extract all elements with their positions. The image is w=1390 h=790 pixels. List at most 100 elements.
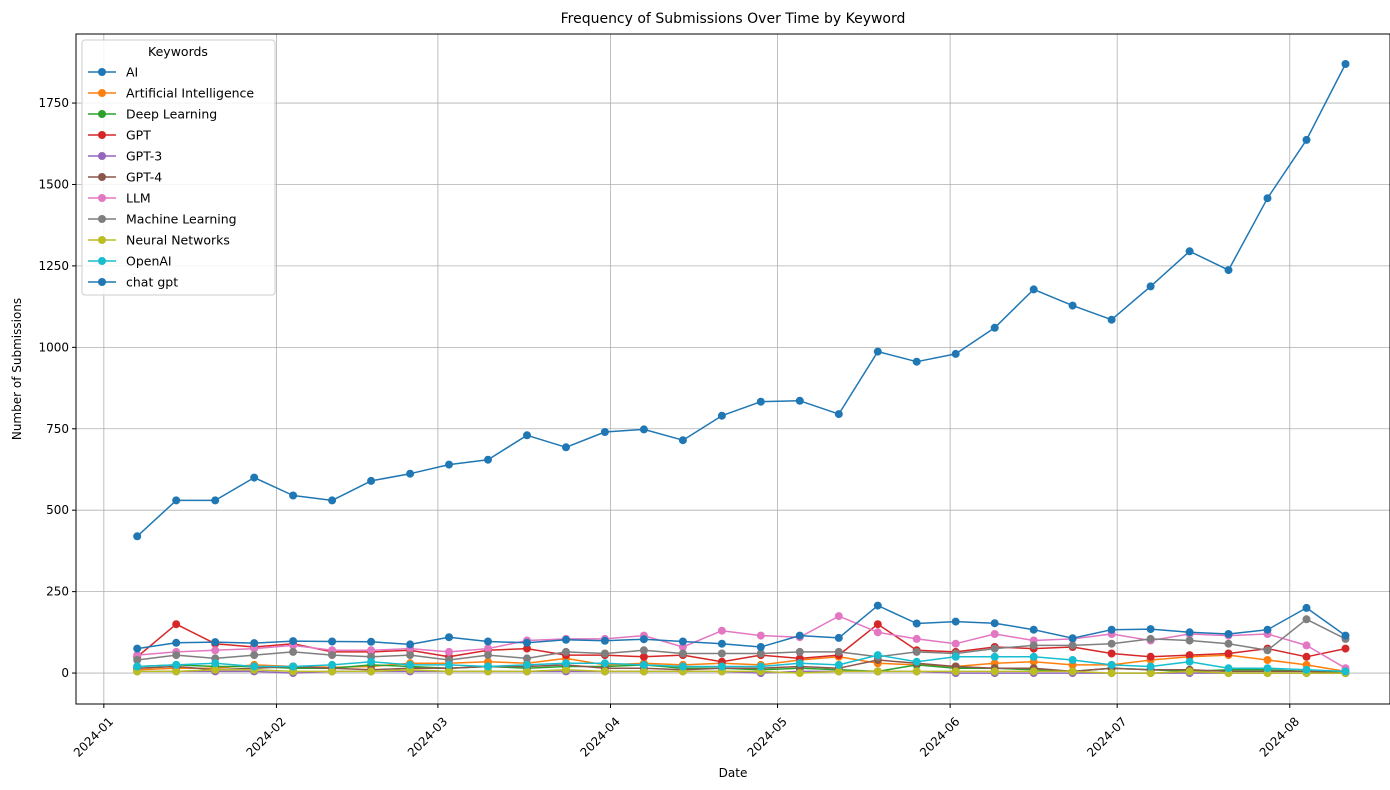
data-point-openai: [250, 662, 259, 671]
data-point-chat-gpt: [133, 644, 142, 653]
data-point-openai: [912, 657, 921, 666]
data-point-chat-gpt: [600, 636, 609, 645]
legend-label: GPT-3: [126, 149, 162, 164]
data-point-neural-networks: [990, 667, 999, 676]
y-tick-label: 1250: [38, 259, 69, 273]
data-point-ai: [133, 532, 142, 541]
data-point-openai: [717, 662, 726, 671]
data-point-neural-networks: [211, 665, 220, 674]
legend-entry-gpt-3: GPT-3: [88, 149, 162, 164]
y-tick-label: 750: [46, 422, 69, 436]
legend-label: Machine Learning: [126, 212, 237, 227]
data-point-openai: [562, 659, 570, 668]
data-point-neural-networks: [1068, 667, 1077, 676]
data-point-llm: [756, 631, 765, 640]
legend-label: AI: [126, 65, 138, 80]
y-tick-label: 250: [46, 585, 69, 599]
data-point-ai: [484, 455, 492, 464]
legend-label: GPT-4: [126, 170, 162, 185]
data-point-openai: [678, 662, 687, 671]
data-point-openai: [1263, 664, 1272, 673]
legend-entry-artificial-intelligence: Artificial Intelligence: [88, 86, 254, 101]
data-point-openai: [484, 662, 492, 671]
legend-label: Neural Networks: [126, 233, 230, 248]
data-point-machine-learning: [717, 649, 726, 658]
data-point-neural-networks: [1029, 667, 1038, 676]
data-point-machine-learning: [639, 646, 648, 655]
data-point-ai: [756, 397, 765, 406]
data-point-ai: [211, 496, 220, 505]
data-point-machine-learning: [912, 647, 921, 656]
data-point-chat-gpt: [562, 635, 570, 644]
data-point-ai: [406, 469, 415, 478]
legend-swatch-marker: [98, 89, 106, 97]
data-point-machine-learning: [289, 647, 298, 656]
data-point-ai: [1224, 266, 1233, 275]
data-point-openai: [795, 659, 804, 668]
data-point-neural-networks: [951, 667, 960, 676]
legend-entry-llm: LLM: [88, 191, 151, 206]
data-point-ai: [250, 473, 259, 482]
data-point-chat-gpt: [445, 633, 453, 642]
data-point-chat-gpt: [1341, 631, 1350, 640]
data-point-chat-gpt: [873, 601, 882, 610]
legend-swatch-marker: [98, 173, 106, 181]
data-point-ai: [1185, 247, 1194, 256]
y-tick-label: 1500: [38, 177, 69, 191]
data-point-ai: [445, 460, 453, 469]
legend-label: chat gpt: [126, 275, 178, 290]
data-point-openai: [445, 660, 453, 669]
data-point-chat-gpt: [367, 637, 376, 646]
legend-swatch-marker: [98, 152, 106, 160]
data-point-chat-gpt: [795, 631, 804, 640]
data-point-chat-gpt: [678, 637, 687, 646]
legend-box: [81, 39, 276, 296]
data-point-openai: [834, 660, 843, 669]
y-axis-label: Number of Submissions: [10, 298, 24, 440]
data-point-ai: [1341, 60, 1350, 68]
data-point-neural-networks: [523, 667, 531, 676]
data-point-gpt: [523, 644, 531, 653]
data-point-openai: [873, 651, 882, 660]
plot-frame: [75, 33, 1390, 705]
y-tick-label: 0: [61, 666, 69, 680]
legend-entry-gpt-4: GPT-4: [88, 170, 162, 185]
legend-label: Artificial Intelligence: [126, 86, 254, 101]
legend-entry-chat-gpt: chat gpt: [88, 275, 178, 290]
data-point-openai: [1224, 664, 1233, 673]
data-point-ai: [367, 476, 376, 485]
data-point-openai: [523, 660, 531, 669]
data-point-neural-networks: [600, 667, 609, 676]
data-point-neural-networks: [1185, 667, 1194, 676]
legend-swatch-marker: [98, 194, 106, 202]
data-point-chat-gpt: [1263, 625, 1272, 634]
legend-label: Deep Learning: [126, 107, 217, 122]
data-point-openai: [1146, 662, 1155, 671]
data-point-llm: [717, 626, 726, 635]
data-point-gpt: [639, 652, 648, 661]
data-point-gpt: [873, 620, 882, 629]
data-point-chat-gpt: [211, 638, 220, 647]
data-point-machine-learning: [1263, 646, 1272, 655]
data-point-llm: [834, 612, 843, 621]
data-point-neural-networks: [445, 667, 453, 676]
data-point-openai: [1302, 665, 1311, 674]
data-point-ai: [717, 411, 726, 420]
data-point-gpt: [1185, 651, 1194, 660]
data-point-gpt: [1107, 649, 1116, 658]
data-point-chat-gpt: [834, 633, 843, 642]
data-point-ai: [1302, 135, 1311, 144]
data-point-chat-gpt: [1185, 628, 1194, 637]
legend: Keywords AI Artificial Intelligence Deep L…: [81, 39, 276, 296]
data-point-chat-gpt: [717, 639, 726, 648]
data-point-gpt: [1146, 652, 1155, 661]
legend-entry-machine-learning: Machine Learning: [88, 212, 237, 227]
data-point-gpt: [1302, 652, 1311, 661]
chart-title: Frequency of Submissions Over Time by Ke…: [561, 11, 906, 27]
data-point-ai: [795, 396, 804, 405]
data-point-gpt: [1224, 649, 1233, 658]
legend-swatch-marker: [98, 110, 106, 118]
data-point-llm: [678, 643, 687, 651]
legend-swatch-marker: [98, 278, 106, 286]
data-point-ai: [1068, 301, 1077, 310]
